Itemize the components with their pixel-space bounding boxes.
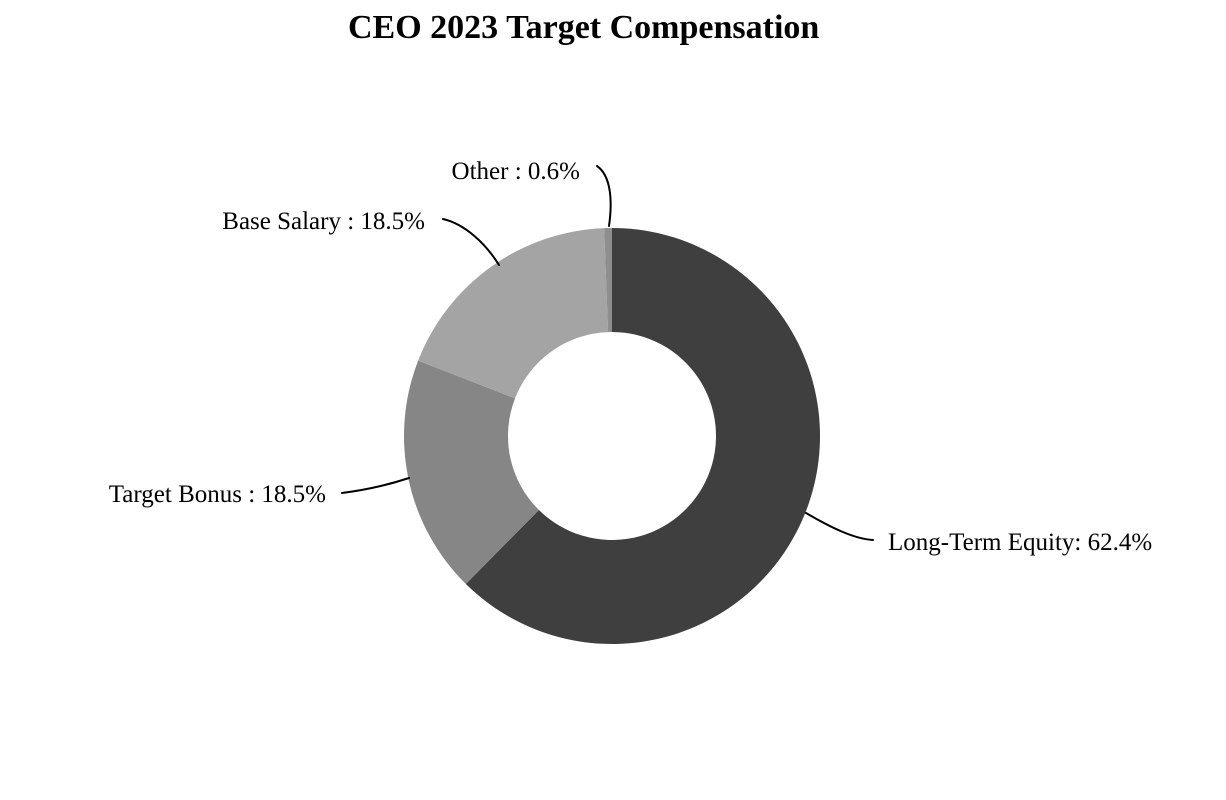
pie-slice-long-term-equity xyxy=(465,228,821,644)
slice-label-base-salary: Base Salary : 18.5% xyxy=(222,208,425,235)
leader-line-long-term-equity xyxy=(805,512,874,541)
leader-line-base-salary xyxy=(442,218,500,266)
pie-slice-other xyxy=(604,228,612,333)
pie-slice-target-bonus xyxy=(404,360,539,584)
chart-title: CEO 2023 Target Compensation xyxy=(348,9,820,46)
slice-label-target-bonus: Target Bonus : 18.5% xyxy=(108,481,326,508)
slice-label-long-term-equity: Long-Term Equity: 62.4% xyxy=(888,529,1153,556)
leader-line-other xyxy=(596,165,612,227)
pie-slice-base-salary xyxy=(418,228,609,399)
leader-line-target-bonus xyxy=(341,477,410,494)
slice-label-other: Other : 0.6% xyxy=(451,158,580,185)
